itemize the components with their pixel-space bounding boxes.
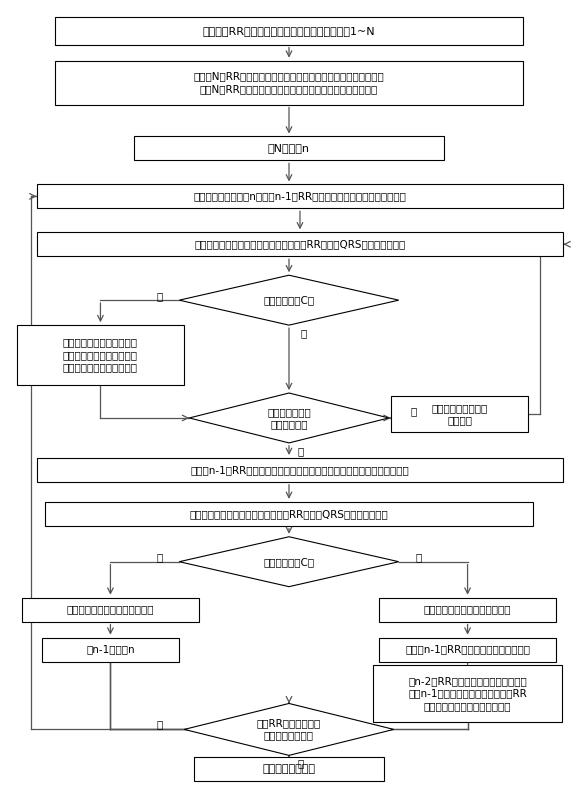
Text: 将N赋值给n: 将N赋值给n [268,143,310,153]
Text: 所有的间隔心拍
被扫描完毕？: 所有的间隔心拍 被扫描完毕？ [267,407,311,430]
Text: 否: 否 [156,720,162,729]
Text: 将有效性判断心拍与逆向基准心拍的RR间期、QRS波形比对相似度: 将有效性判断心拍与逆向基准心拍的RR间期、QRS波形比对相似度 [190,509,388,519]
Text: 所有RR间期平稳心率
片段被扫描完毕？: 所有RR间期平稳心率 片段被扫描完毕？ [257,718,321,740]
Text: 相似度＞阈值C？: 相似度＞阈值C？ [264,295,314,305]
Bar [54,17,524,44]
Polygon shape [189,393,389,443]
Text: 从右至左逐个扫描第n个、第n-1个RR间期平稳心率片段之间的间隔心拍: 从右至左逐个扫描第n个、第n-1个RR间期平稳心率片段之间的间隔心拍 [194,191,406,202]
Text: 此次的传播有效性设为有效传播: 此次的传播有效性设为有效传播 [66,604,154,615]
Bar [134,137,444,161]
Text: 继续向左扫描下一个
间隔心拍: 继续向左扫描下一个 间隔心拍 [431,403,488,426]
Text: 逆向传播扫描结束: 逆向传播扫描结束 [262,764,316,774]
Polygon shape [184,703,394,755]
Bar [21,598,199,622]
Bar [54,61,524,104]
Text: 是: 是 [156,291,162,301]
Bar [36,184,564,208]
Text: 将当前扫描的间隔心拍与逆向基准心拍的RR间期、QRS波形比对相似度: 将当前扫描的间隔心拍与逆向基准心拍的RR间期、QRS波形比对相似度 [194,239,406,249]
Text: 此次的传播有效性设为无效传播: 此次的传播有效性设为无效传播 [424,604,512,615]
Text: 是: 是 [298,446,304,456]
Bar [42,638,179,661]
Text: 相似度＞阈值C？: 相似度＞阈值C？ [264,557,314,566]
Text: 删除第n-1个RR间期平稳心率片段的编号: 删除第n-1个RR间期平稳心率片段的编号 [405,645,530,655]
Bar [379,638,557,661]
Polygon shape [179,537,399,587]
Text: 将n-1赋值为n: 将n-1赋值为n [86,645,135,655]
Text: 否: 否 [301,328,307,338]
Text: 第n-2个RR间期平稳心率片段的编号赋
值为n-1，顺次向左对重新对剩余的RR
间期平稳心率片段进行降序编号: 第n-2个RR间期平稳心率片段的编号赋 值为n-1，顺次向左对重新对剩余的RR … [408,676,527,711]
Text: 是: 是 [156,551,162,562]
Text: 将当前间隔心拍的属性设置
为参考心拍，同时将当前间
隔心拍设置为逆向基准心拍: 将当前间隔心拍的属性设置 为参考心拍，同时将当前间 隔心拍设置为逆向基准心拍 [63,338,138,373]
Bar [45,501,533,526]
Text: 否: 否 [416,551,422,562]
Bar [391,396,528,432]
Bar [36,458,564,482]
Bar [373,664,562,722]
Bar [17,325,184,385]
Text: 否: 否 [410,406,417,416]
Text: 是: 是 [298,759,304,768]
Bar [194,757,384,782]
Text: 设编号N的RR间期平稳心率片段中最左侧的心拍为逆向基准心拍；
以第N个RR间期平稳心率片段为起点，向左进行逆向传播扫描: 设编号N的RR间期平稳心率片段中最左侧的心拍为逆向基准心拍； 以第N个RR间期平… [194,71,384,94]
Bar [379,598,557,622]
Text: 对所有的RR间期平稳心率片段进行编号，编号为1~N: 对所有的RR间期平稳心率片段进行编号，编号为1~N [203,25,375,36]
Polygon shape [179,275,399,325]
Text: 获取第n-1个RR间期平稳心率片段内的最后一个心拍，设为有效性判断心拍: 获取第n-1个RR间期平稳心率片段内的最后一个心拍，设为有效性判断心拍 [191,465,409,475]
Bar [36,233,564,256]
